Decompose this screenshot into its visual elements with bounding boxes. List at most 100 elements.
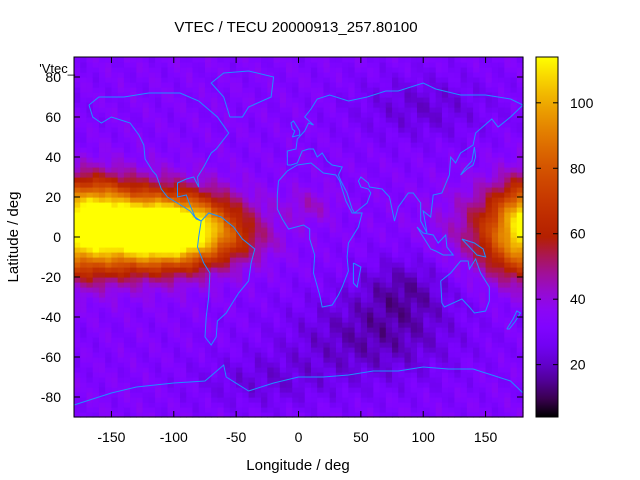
heatmap-cell (105, 282, 113, 288)
heatmap-cell (186, 102, 194, 108)
heatmap-cell (148, 272, 156, 278)
heatmap-cell (273, 342, 281, 348)
heatmap-cell (317, 167, 325, 173)
heatmap-cell (323, 252, 331, 258)
heatmap-cell (74, 112, 81, 118)
heatmap-cell (398, 157, 406, 163)
heatmap-cell (186, 337, 194, 343)
heatmap-cell (404, 67, 412, 73)
heatmap-cell (92, 372, 100, 378)
heatmap-cell (441, 317, 449, 323)
heatmap-cell (348, 267, 356, 273)
heatmap-cell (435, 247, 443, 253)
heatmap-cell (261, 402, 268, 408)
heatmap-cell (348, 317, 356, 323)
heatmap-cell (136, 342, 144, 348)
heatmap-cell (261, 332, 268, 338)
heatmap-cell (254, 162, 262, 168)
heatmap-cell (423, 387, 431, 393)
heatmap-cell (117, 387, 125, 393)
heatmap-cell (229, 62, 237, 68)
heatmap-cell (123, 347, 131, 353)
heatmap-cell (186, 82, 194, 88)
heatmap-cell (123, 332, 131, 338)
heatmap-cell (392, 392, 399, 398)
heatmap-cell (204, 222, 212, 228)
heatmap-cell (404, 257, 412, 263)
heatmap-cell (117, 82, 125, 88)
heatmap-cell (479, 212, 487, 218)
heatmap-cell (485, 227, 493, 233)
heatmap-cell (80, 207, 88, 213)
heatmap-cell (204, 182, 212, 188)
heatmap-cell (186, 352, 194, 358)
heatmap-cell (123, 97, 131, 103)
heatmap-cell (167, 257, 175, 263)
heatmap-cell (186, 402, 194, 408)
heatmap-cell (105, 212, 113, 218)
heatmap-cell (466, 122, 474, 128)
heatmap-cell (398, 277, 406, 283)
heatmap-cell (161, 242, 169, 248)
heatmap-cell (398, 322, 406, 328)
heatmap-cell (105, 107, 113, 113)
heatmap-cell (373, 127, 381, 133)
heatmap-cell (267, 407, 275, 413)
heatmap-cell (192, 387, 200, 393)
heatmap-cell (323, 152, 331, 158)
heatmap-cell (217, 372, 225, 378)
heatmap-cell (367, 167, 374, 173)
heatmap-cell (229, 227, 237, 233)
heatmap-cell (460, 337, 468, 343)
heatmap-cell (111, 262, 119, 268)
heatmap-cell (229, 152, 237, 158)
heatmap-cell (136, 352, 144, 358)
heatmap-cell (242, 362, 250, 368)
heatmap-cell (448, 412, 456, 418)
heatmap-cell (155, 157, 162, 163)
heatmap-cell (354, 72, 362, 78)
heatmap-cell (229, 177, 237, 183)
heatmap-cell (348, 157, 356, 163)
heatmap-cell (248, 112, 256, 118)
heatmap-cell (385, 377, 393, 383)
heatmap-cell (198, 57, 206, 63)
heatmap-cell (180, 57, 187, 63)
heatmap-cell (466, 152, 474, 158)
heatmap-cell (473, 347, 480, 353)
heatmap-cell (142, 172, 150, 178)
heatmap-cell (273, 367, 281, 373)
heatmap-cell (286, 212, 293, 218)
heatmap-cell (155, 387, 162, 393)
heatmap-cell (180, 337, 187, 343)
heatmap-cell (254, 272, 262, 278)
heatmap-cell (491, 362, 499, 368)
heatmap-cell (379, 312, 387, 318)
heatmap-cell (198, 367, 206, 373)
heatmap-cell (211, 122, 219, 128)
heatmap-cell (254, 242, 262, 248)
heatmap-cell (329, 352, 337, 358)
heatmap-cell (317, 257, 325, 263)
heatmap-cell (460, 62, 468, 68)
heatmap-cell (117, 57, 125, 63)
heatmap-cell (148, 317, 156, 323)
heatmap-cell (155, 122, 162, 128)
heatmap-cell (248, 267, 256, 273)
heatmap-cell (466, 387, 474, 393)
heatmap-cell (92, 317, 100, 323)
heatmap-cell (130, 92, 137, 98)
heatmap-cell (248, 87, 256, 93)
heatmap-cell (354, 187, 362, 193)
heatmap-cell (148, 342, 156, 348)
heatmap-cell (323, 232, 331, 238)
heatmap-cell (273, 297, 281, 303)
heatmap-cell (379, 137, 387, 143)
heatmap-cell (360, 62, 368, 68)
heatmap-cell (348, 232, 356, 238)
heatmap-cell (273, 167, 281, 173)
heatmap-cell (248, 392, 256, 398)
heatmap-cell (273, 262, 281, 268)
heatmap-cell (267, 67, 275, 73)
heatmap-cell (392, 142, 399, 148)
